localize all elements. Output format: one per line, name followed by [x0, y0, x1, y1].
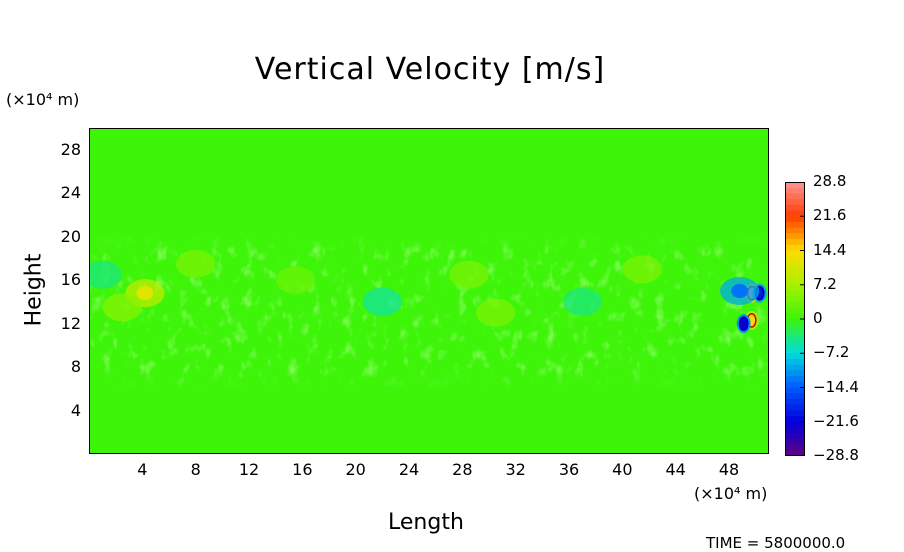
colorbar-segment: [785, 301, 805, 309]
colorbar-segment: [785, 381, 805, 389]
y-tick-label: 20: [60, 226, 81, 246]
colorbar-segment: [785, 358, 805, 366]
colorbar-segment: [785, 233, 805, 240]
y-tick-label: 28: [60, 139, 81, 159]
colorbar-tick-label: −7.2: [813, 343, 850, 362]
velocity-feature: [562, 287, 602, 316]
x-tick-label: 40: [612, 460, 633, 479]
velocity-feature-core: [136, 286, 154, 301]
colorbar-segment: [785, 450, 805, 456]
colorbar-segment: [785, 404, 805, 411]
x-tick-label: 12: [238, 460, 260, 479]
velocity-feature: [738, 316, 749, 332]
y-tick-label: 4: [70, 400, 81, 420]
y-axis-unit: (×10⁴ m): [6, 90, 80, 109]
colorbar-segment: [785, 427, 805, 434]
velocity-feature: [362, 287, 402, 316]
velocity-feature-core: [731, 284, 749, 298]
colorbar-segment: [785, 433, 805, 440]
colorbar-segment: [785, 364, 805, 371]
heatmap-texture: [89, 128, 769, 454]
x-tick-label: 28: [452, 460, 473, 479]
x-axis-label: Length: [388, 510, 464, 535]
colorbar-segment: [785, 313, 805, 320]
colorbar-segment: [785, 193, 805, 200]
colorbar-segment: [785, 244, 805, 252]
colorbar-segment: [785, 199, 805, 206]
colorbar-segment: [785, 216, 805, 223]
colorbar-segment: [785, 347, 805, 354]
colorbar-segment: [785, 387, 805, 394]
y-tick-label: 12: [60, 313, 81, 333]
x-tick-label: 44: [665, 460, 686, 479]
colorbar-segment: [785, 444, 805, 451]
x-tick-label: 16: [292, 460, 313, 479]
colorbar-segment: [785, 279, 805, 286]
x-tick-label: 4: [137, 460, 148, 479]
colorbar-tick-label: 21.6: [813, 206, 847, 225]
colorbar-tick-label: −21.6: [813, 411, 859, 430]
x-axis-unit: (×10⁴ m): [694, 484, 768, 503]
colorbar-segment: [785, 284, 805, 292]
colorbar-segment: [785, 187, 805, 195]
x-tick-label: 48: [718, 460, 740, 479]
colorbar-segment: [785, 324, 805, 332]
colorbar-segment: [785, 267, 805, 274]
colorbar-segment: [785, 204, 805, 212]
velocity-feature: [89, 260, 122, 289]
colorbar-segment: [785, 398, 805, 406]
colorbar-tick-label: 0: [813, 309, 823, 327]
colorbar-segment: [785, 210, 805, 217]
colorbar-tick-label: 14.4: [813, 240, 847, 259]
y-tick-label: 24: [60, 183, 81, 203]
x-tick-label: 36: [558, 460, 580, 479]
heatmap-plot: [89, 128, 769, 454]
colorbar-segment: [785, 353, 805, 360]
velocity-feature: [622, 255, 662, 284]
colorbar-segment: [785, 296, 805, 303]
plot-frame: [89, 128, 769, 454]
colorbar-segment: [785, 376, 805, 383]
colorbar-segment: [785, 290, 805, 297]
colorbar-segment: [785, 273, 805, 280]
colorbar-tick-label: −14.4: [813, 377, 859, 396]
colorbar-tick-label: −28.8: [813, 446, 859, 464]
y-tick-label: 16: [60, 270, 81, 290]
colorbar-tick-label: 28.8: [813, 172, 847, 190]
colorbar-segment: [785, 393, 805, 400]
colorbar-segment: [785, 221, 805, 229]
colorbar-segment: [785, 250, 805, 257]
time-label: TIME = 5800000.0: [706, 534, 846, 552]
x-tick-label: 32: [505, 460, 526, 479]
colorbar-segment: [785, 336, 805, 343]
velocity-feature: [476, 298, 516, 327]
velocity-feature: [276, 266, 316, 295]
velocity-feature: [449, 260, 489, 289]
colorbar-segment: [785, 307, 805, 314]
x-tick-label: 20: [345, 460, 366, 479]
colorbar-segment: [785, 239, 805, 246]
colorbar-segment: [785, 416, 805, 423]
colorbar-segment: [785, 261, 805, 269]
colorbar-segment: [785, 256, 805, 263]
velocity-feature: [102, 293, 142, 322]
y-tick-label: 8: [70, 357, 81, 377]
chart-title: Vertical Velocity [m/s]: [254, 52, 606, 87]
colorbar-segment: [785, 227, 805, 234]
colorbar-segment: [785, 330, 805, 337]
colorbar: [785, 182, 805, 456]
colorbar-segment: [785, 438, 805, 446]
colorbar-segment: [785, 421, 805, 429]
colorbar-segment: [785, 319, 805, 326]
colorbar-segment: [785, 341, 805, 349]
colorbar-tick-label: 7.2: [813, 274, 837, 293]
colorbar-segment: [785, 370, 805, 377]
x-tick-label: 8: [190, 460, 201, 479]
velocity-feature: [176, 249, 216, 278]
colorbar-segment: [785, 182, 805, 189]
x-tick-label: 24: [398, 460, 420, 479]
colorbar-segment: [785, 410, 805, 417]
